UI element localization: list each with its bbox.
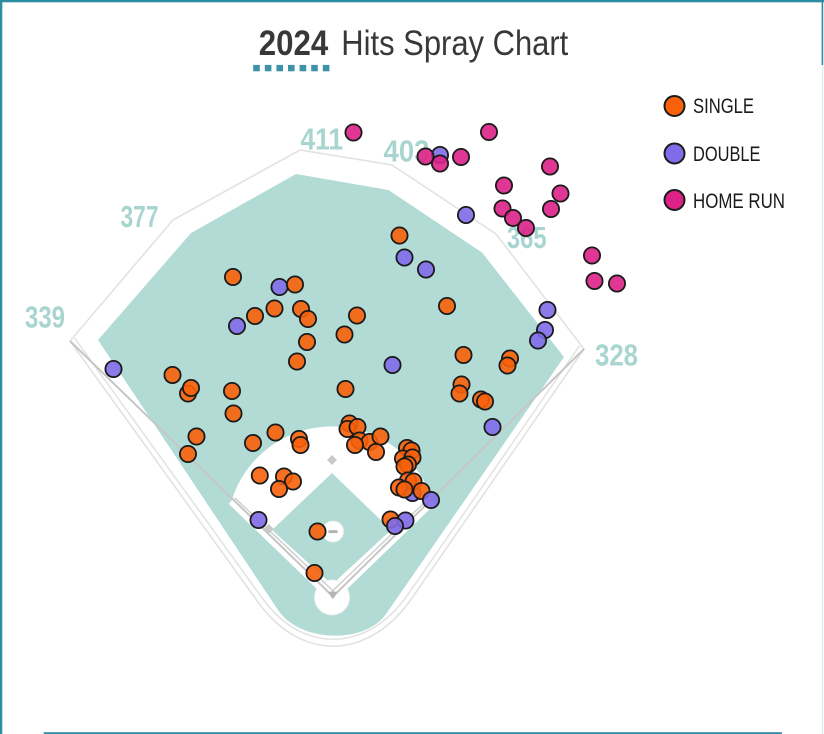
svg-text:Hits Spray Chart: Hits Spray Chart xyxy=(341,24,568,63)
svg-text:411: 411 xyxy=(301,123,344,157)
svg-text:328: 328 xyxy=(595,339,638,373)
svg-text:2024: 2024 xyxy=(259,24,329,63)
svg-text:377: 377 xyxy=(121,200,159,234)
svg-text:HOME RUN: HOME RUN xyxy=(693,190,785,213)
svg-text:DOUBLE: DOUBLE xyxy=(693,143,761,166)
svg-text:SINGLE: SINGLE xyxy=(693,95,754,118)
svg-text:339: 339 xyxy=(25,301,65,335)
